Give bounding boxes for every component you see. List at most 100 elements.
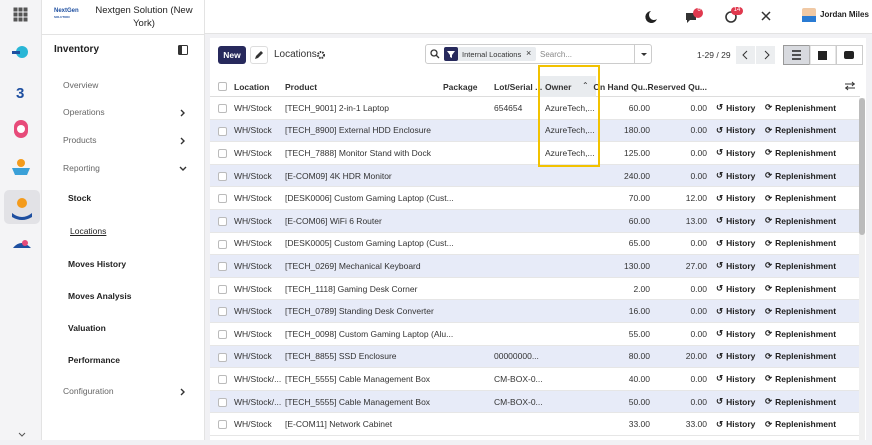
replenishment-button[interactable]: ⟳ Replenishment	[765, 170, 837, 181]
company-name[interactable]: Nextgen Solution (New York)	[95, 5, 193, 29]
replenishment-button[interactable]: ⟳ Replenishment	[765, 192, 837, 204]
menu-item[interactable]: Operations	[63, 107, 105, 117]
replenishment-button[interactable]: ⟳ Replenishment	[765, 237, 837, 249]
menu-chevron[interactable]	[178, 136, 188, 146]
menu-item[interactable]: Reporting	[63, 163, 100, 173]
menu-item[interactable]: Stock	[68, 193, 92, 203]
table-row[interactable]: WH/Stock [E-COM06] WiFi 6 Router 60.00 13.0…	[210, 210, 860, 233]
row-checkbox[interactable]	[218, 217, 227, 226]
column-header[interactable]: Reserved Qu...	[647, 81, 707, 92]
select-all[interactable]	[218, 82, 227, 91]
menu-item[interactable]: Moves Analysis	[68, 291, 132, 301]
table-row[interactable]: WH/Stock [TECH_9001] 2-in-1 Laptop 654654 A…	[210, 97, 860, 120]
row-checkbox[interactable]	[218, 239, 227, 249]
history-button[interactable]: ↺ History	[716, 305, 756, 317]
menu-chevron[interactable]	[178, 164, 188, 174]
table-row[interactable]: WH/Stock [TECH_8855] SSD Enclosure 0000000…	[210, 345, 860, 369]
optional-columns-icon[interactable]	[844, 81, 856, 91]
table-row[interactable]: WH/Stock [TECH_7888] Monitor Stand with D…	[210, 142, 860, 165]
replenishment-button[interactable]: ⟳ Replenishment	[765, 147, 837, 158]
table-row[interactable]: WH/Stock [TECH_8900] External HDD Enclosu…	[210, 119, 860, 143]
history-button[interactable]: ↺ History	[716, 192, 756, 204]
row-checkbox[interactable]	[218, 330, 227, 339]
row-checkbox[interactable]	[218, 149, 227, 159]
table-row[interactable]: WH/Stock [DESK0005] Custom Gaming Laptop …	[210, 232, 860, 256]
table-row[interactable]: WH/Stock [E-COM11] Network Cabinet 33.00 33…	[210, 413, 860, 436]
table-row[interactable]: WH/Stock [TECH_0789] Standing Desk Conver…	[210, 300, 860, 323]
menu-chevron[interactable]	[178, 108, 188, 118]
menu-item[interactable]: Configuration	[63, 386, 114, 396]
history-button[interactable]: ↺ History	[716, 215, 756, 226]
history-button[interactable]: ↺ History	[716, 396, 756, 407]
history-button[interactable]: ↺ History	[716, 418, 756, 430]
row-checkbox[interactable]	[218, 307, 227, 317]
table-row[interactable]: WH/Stock/... [TECH_5555] Cable Management…	[210, 368, 860, 391]
history-button[interactable]: ↺ History	[716, 283, 756, 294]
gear-icon[interactable]	[317, 51, 325, 59]
cell: WH/Stock	[234, 193, 272, 204]
row-checkbox[interactable]	[218, 104, 227, 113]
row-checkbox[interactable]	[218, 397, 227, 407]
menu-item[interactable]: Moves History	[68, 259, 127, 269]
replenishment-button[interactable]: ⟳ Replenishment	[765, 283, 837, 294]
replenishment-button[interactable]: ⟳ Replenishment	[765, 124, 837, 136]
table-row[interactable]: WH/Stock [TECH_0269] Mechanical Keyboard 1…	[210, 255, 860, 278]
search-bar[interactable]: Internal Locations × Search...	[425, 44, 652, 64]
menu-item[interactable]: Performance	[68, 355, 120, 365]
replenishment-button[interactable]: ⟳ Replenishment	[765, 418, 837, 430]
history-button[interactable]: ↺ History	[716, 328, 756, 339]
replenishment-button[interactable]: ⟳ Replenishment	[765, 396, 837, 407]
cell: 0.00	[690, 147, 707, 158]
row-checkbox[interactable]	[218, 352, 227, 362]
history-button[interactable]: ↺ History	[716, 350, 756, 362]
row-checkbox[interactable]	[218, 194, 227, 204]
menu-item[interactable]: Valuation	[68, 323, 106, 333]
menu-item[interactable]: Locations	[70, 226, 107, 236]
sort-icon[interactable]: ⌃	[582, 81, 589, 90]
row-checkbox[interactable]	[218, 262, 227, 272]
replenishment-button[interactable]: ⟳ Replenishment	[765, 215, 837, 226]
replenishment-button[interactable]: ⟳ Replenishment	[765, 102, 837, 113]
search-input[interactable]: Search...	[540, 50, 573, 59]
table-row[interactable]: WH/Stock [TECH_0098] Custom Gaming Laptop…	[210, 323, 860, 346]
column-header[interactable]: Location	[234, 81, 270, 92]
user-name[interactable]: Jordan Miles	[820, 10, 869, 19]
table-row[interactable]: WH/Stock [DESK0006] Custom Gaming Laptop …	[210, 187, 860, 210]
row-checkbox[interactable]	[218, 375, 227, 385]
table-row[interactable]: WH/Stock/... [TECH_5555] Cable Management…	[210, 390, 860, 414]
row-checkbox[interactable]	[218, 284, 227, 294]
row-checkbox[interactable]	[218, 420, 227, 430]
row-checkbox[interactable]	[218, 126, 227, 136]
replenishment-button[interactable]: ⟳ Replenishment	[765, 350, 837, 362]
scrollbar[interactable]	[859, 98, 865, 440]
facet-remove[interactable]: ×	[526, 48, 532, 58]
row-checkbox[interactable]	[218, 171, 227, 181]
column-header[interactable]: Owner	[545, 81, 572, 92]
pager-arrows[interactable]	[736, 46, 776, 64]
history-button[interactable]: ↺ History	[716, 260, 756, 271]
view-switcher[interactable]	[783, 45, 863, 65]
table-row[interactable]: WH/Stock [TECH_1118] Gaming Desk Corner 2.…	[210, 277, 860, 301]
history-button[interactable]: ↺ History	[716, 124, 756, 136]
history-button[interactable]: ↺ History	[716, 147, 756, 158]
history-button[interactable]: ↺ History	[716, 237, 756, 249]
column-header[interactable]: On Hand Qu...	[593, 81, 650, 92]
toggle-sidebar-icon[interactable]	[178, 45, 188, 55]
replenishment-button[interactable]: ⟳ Replenishment	[765, 260, 837, 271]
replenishment-button[interactable]: ⟳ Replenishment	[765, 328, 837, 339]
column-header[interactable]: Package	[443, 81, 478, 92]
new-button[interactable]: New	[218, 46, 246, 64]
replenishment-button[interactable]: ⟳ Replenishment	[765, 305, 837, 317]
column-header[interactable]: Product	[285, 81, 318, 92]
table-row[interactable]: WH/Stock [E-COM09] 4K HDR Monitor 240.00 0.…	[210, 164, 860, 188]
history-button[interactable]: ↺ History	[716, 102, 756, 113]
menu-item[interactable]: Overview	[63, 80, 99, 90]
menu-item[interactable]: Products	[63, 135, 97, 145]
column-header[interactable]: Lot/Serial ...	[494, 81, 543, 92]
history-button[interactable]: ↺ History	[716, 373, 756, 384]
history-button[interactable]: ↺ History	[716, 170, 756, 181]
cell: 2.00	[633, 283, 650, 294]
edit-button[interactable]	[250, 46, 268, 64]
replenishment-button[interactable]: ⟳ Replenishment	[765, 373, 837, 384]
menu-chevron[interactable]	[178, 387, 188, 397]
